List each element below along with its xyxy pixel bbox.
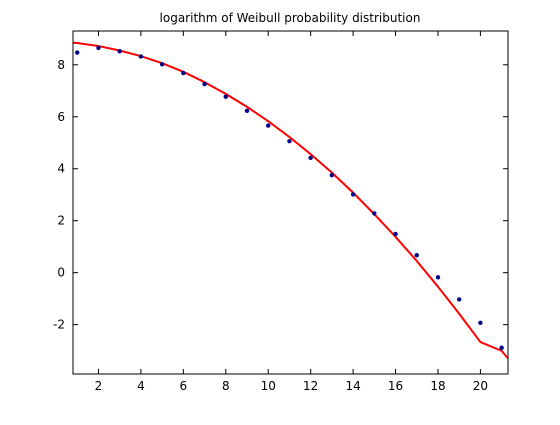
- x-tick-label: 18: [430, 379, 445, 393]
- y-tick-label: 0: [57, 266, 65, 280]
- data-point: [372, 211, 377, 216]
- x-tick-label: 6: [180, 379, 188, 393]
- y-tick-label: 2: [57, 214, 65, 228]
- data-point: [223, 94, 228, 99]
- data-point: [499, 345, 504, 350]
- x-tick-label: 2: [95, 379, 103, 393]
- y-tick-label: 6: [57, 110, 65, 124]
- data-point: [138, 54, 144, 59]
- chart-title: logarithm of Weibull probability distrib…: [160, 11, 421, 25]
- x-tick-label: 16: [388, 379, 403, 393]
- data-point: [117, 49, 122, 54]
- x-tick-label: 4: [137, 379, 145, 393]
- data-point: [478, 320, 483, 326]
- data-point: [414, 253, 419, 258]
- data-point: [308, 155, 313, 161]
- fitted-curve-layer: [72, 41, 509, 360]
- data-point: [350, 192, 356, 197]
- x-tick-label: 10: [261, 379, 276, 393]
- data-point: [181, 70, 186, 76]
- data-point: [287, 138, 292, 144]
- data-point: [266, 123, 271, 128]
- data-point: [75, 50, 80, 55]
- y-tick-label: 4: [57, 162, 65, 176]
- x-tick-label: 20: [473, 379, 488, 393]
- data-point: [457, 297, 462, 302]
- data-point: [159, 62, 165, 67]
- x-tick-label: 12: [303, 379, 318, 393]
- ticks-layer: 2 4 6 8 10 12 14 16 18 20 -2 0 2 4 6 8: [53, 31, 508, 393]
- data-point: [244, 108, 250, 113]
- data-point: [329, 173, 335, 178]
- x-tick-label: 14: [345, 379, 360, 393]
- x-tick-label: 8: [222, 379, 230, 393]
- data-point: [435, 275, 441, 280]
- data-point: [393, 231, 398, 237]
- data-points-layer: [75, 45, 504, 350]
- data-point: [202, 81, 207, 87]
- axes-box: [72, 30, 509, 375]
- fitted-curve-line: [72, 41, 509, 360]
- y-tick-label: -2: [53, 318, 65, 332]
- axes-background: [73, 31, 508, 374]
- data-point: [96, 45, 101, 51]
- y-tick-label: 8: [57, 58, 65, 72]
